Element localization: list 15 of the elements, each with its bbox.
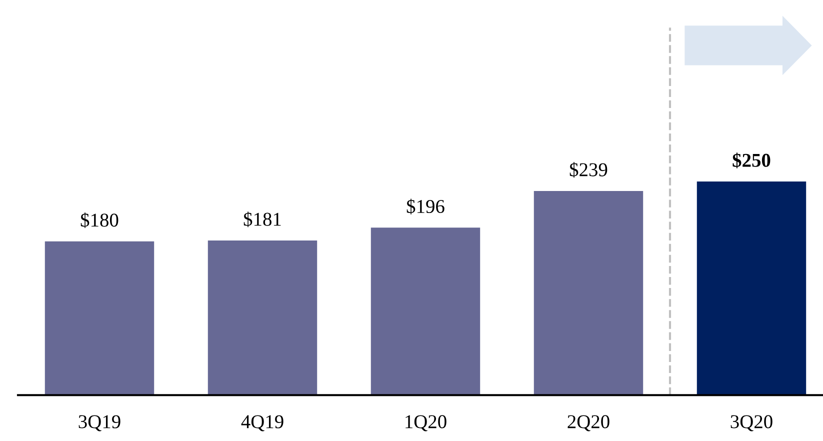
x-tick-label: 3Q19 <box>78 415 120 432</box>
data-label: $239 <box>570 162 608 178</box>
bar <box>44 241 154 396</box>
data-label: $250 <box>732 152 770 168</box>
bar <box>696 182 806 396</box>
bar <box>534 190 644 396</box>
bar <box>208 240 318 396</box>
x-tick-label: 4Q19 <box>241 415 284 432</box>
data-label: $181 <box>244 212 281 228</box>
data-label: $180 <box>80 212 118 228</box>
data-label: $196 <box>406 198 444 214</box>
x-tick-label: 2Q20 <box>568 415 610 432</box>
x-tick-label: 3Q20 <box>730 415 772 432</box>
x-tick-label: 1Q20 <box>406 415 446 432</box>
bar <box>370 228 480 396</box>
